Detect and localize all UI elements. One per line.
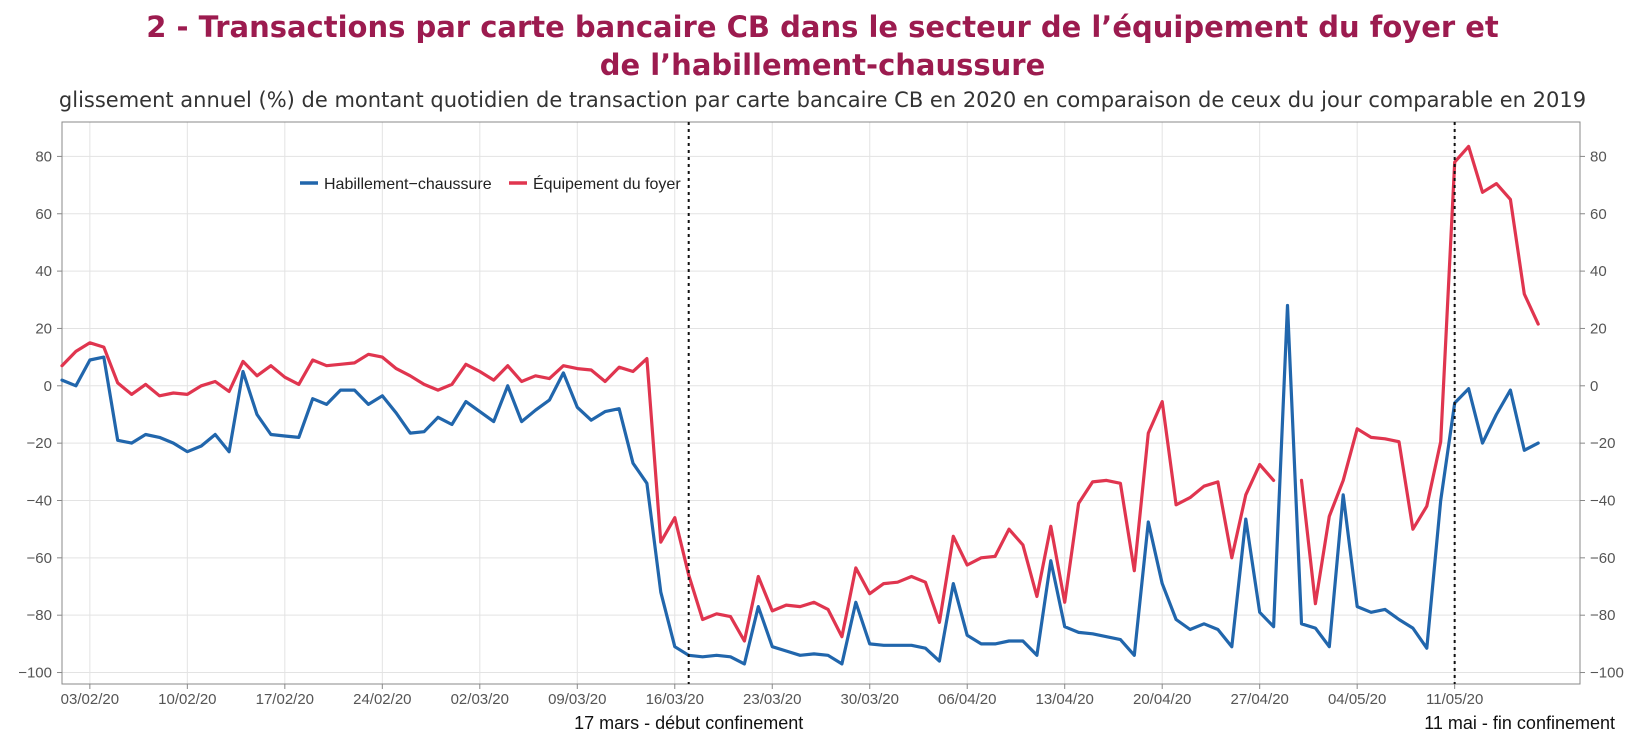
chart-subtitle: glissement annuel (%) de montant quotidi… [58,88,1587,112]
y-tick-label-right: −20 [1590,435,1615,452]
x-tick-label: 13/04/20 [1036,691,1094,708]
y-tick-label-right: −60 [1590,550,1615,567]
y-tick-label-right: 80 [1590,148,1607,165]
x-tick-label: 10/02/20 [158,691,216,708]
x-tick-label: 24/02/20 [353,691,411,708]
x-tick-label: 09/03/20 [548,691,606,708]
series-line [1299,144,1540,606]
y-tick-label-left: −80 [27,607,52,624]
y-tick-label-left: 40 [35,263,52,280]
x-tick-label: 20/04/20 [1133,691,1191,708]
y-tick-label-left: 20 [35,320,52,337]
y-tick-label-left: −40 [27,492,52,509]
series-line [60,303,1540,666]
y-tick-label-left: −100 [18,665,52,682]
series-equipement-du-foyer [60,144,1540,643]
x-tick-label: 23/03/20 [743,691,801,708]
legend: Habillement−chaussure Équipement du foyer [300,174,681,193]
y-tick-label-left: −60 [27,550,52,567]
x-tick-label: 04/05/20 [1328,691,1386,708]
x-tick-label: 06/04/20 [938,691,996,708]
x-tick-label: 30/03/20 [841,691,899,708]
series-line [60,341,1276,643]
y-tick-label-right: 60 [1590,206,1607,223]
legend-label: Équipement du foyer [533,174,681,193]
y-tick-label-right: 40 [1590,263,1607,280]
y-tick-label-right: 0 [1590,378,1598,395]
axis-layer: 80 80 60 60 40 40 20 20 0 0 −20 −20 −40 −40 −60 −60 −80 −… [18,121,1624,708]
plot-frame [61,121,1581,685]
annotation-layer: 17 mars - début confinement 11 mai - fin … [574,122,1615,733]
y-tick-label-right: 20 [1590,320,1607,337]
annotation-label: 11 mai - fin confinement [1424,713,1615,733]
x-tick-label: 27/04/20 [1230,691,1288,708]
x-tick-label: 11/05/20 [1426,691,1483,708]
y-tick-label-left: 60 [35,206,52,223]
chart-title-line-2: de l’habillement-chaussure [599,48,1046,82]
legend-label: Habillement−chaussure [324,176,492,193]
annotation-label: 17 mars - début confinement [574,713,803,733]
y-tick-label-left: 0 [44,378,52,395]
y-tick-label-right: −40 [1590,492,1615,509]
x-tick-label: 17/02/20 [256,691,314,708]
y-tick-label-left: 80 [35,148,52,165]
x-tick-label: 03/02/20 [61,691,119,708]
y-tick-label-left: −20 [27,435,52,452]
y-tick-label-right: −100 [1590,665,1624,682]
y-tick-label-right: −80 [1590,607,1615,624]
x-tick-label: 16/03/20 [646,691,704,708]
grid-layer [62,122,1580,684]
series-habillement-chaussure [60,303,1540,666]
x-tick-label: 02/03/20 [451,691,509,708]
chart-title: 2 - Transactions par carte bancaire CB d… [0,8,1645,84]
series-layer [60,144,1540,666]
chart-title-line-1: 2 - Transactions par carte bancaire CB d… [146,10,1499,44]
